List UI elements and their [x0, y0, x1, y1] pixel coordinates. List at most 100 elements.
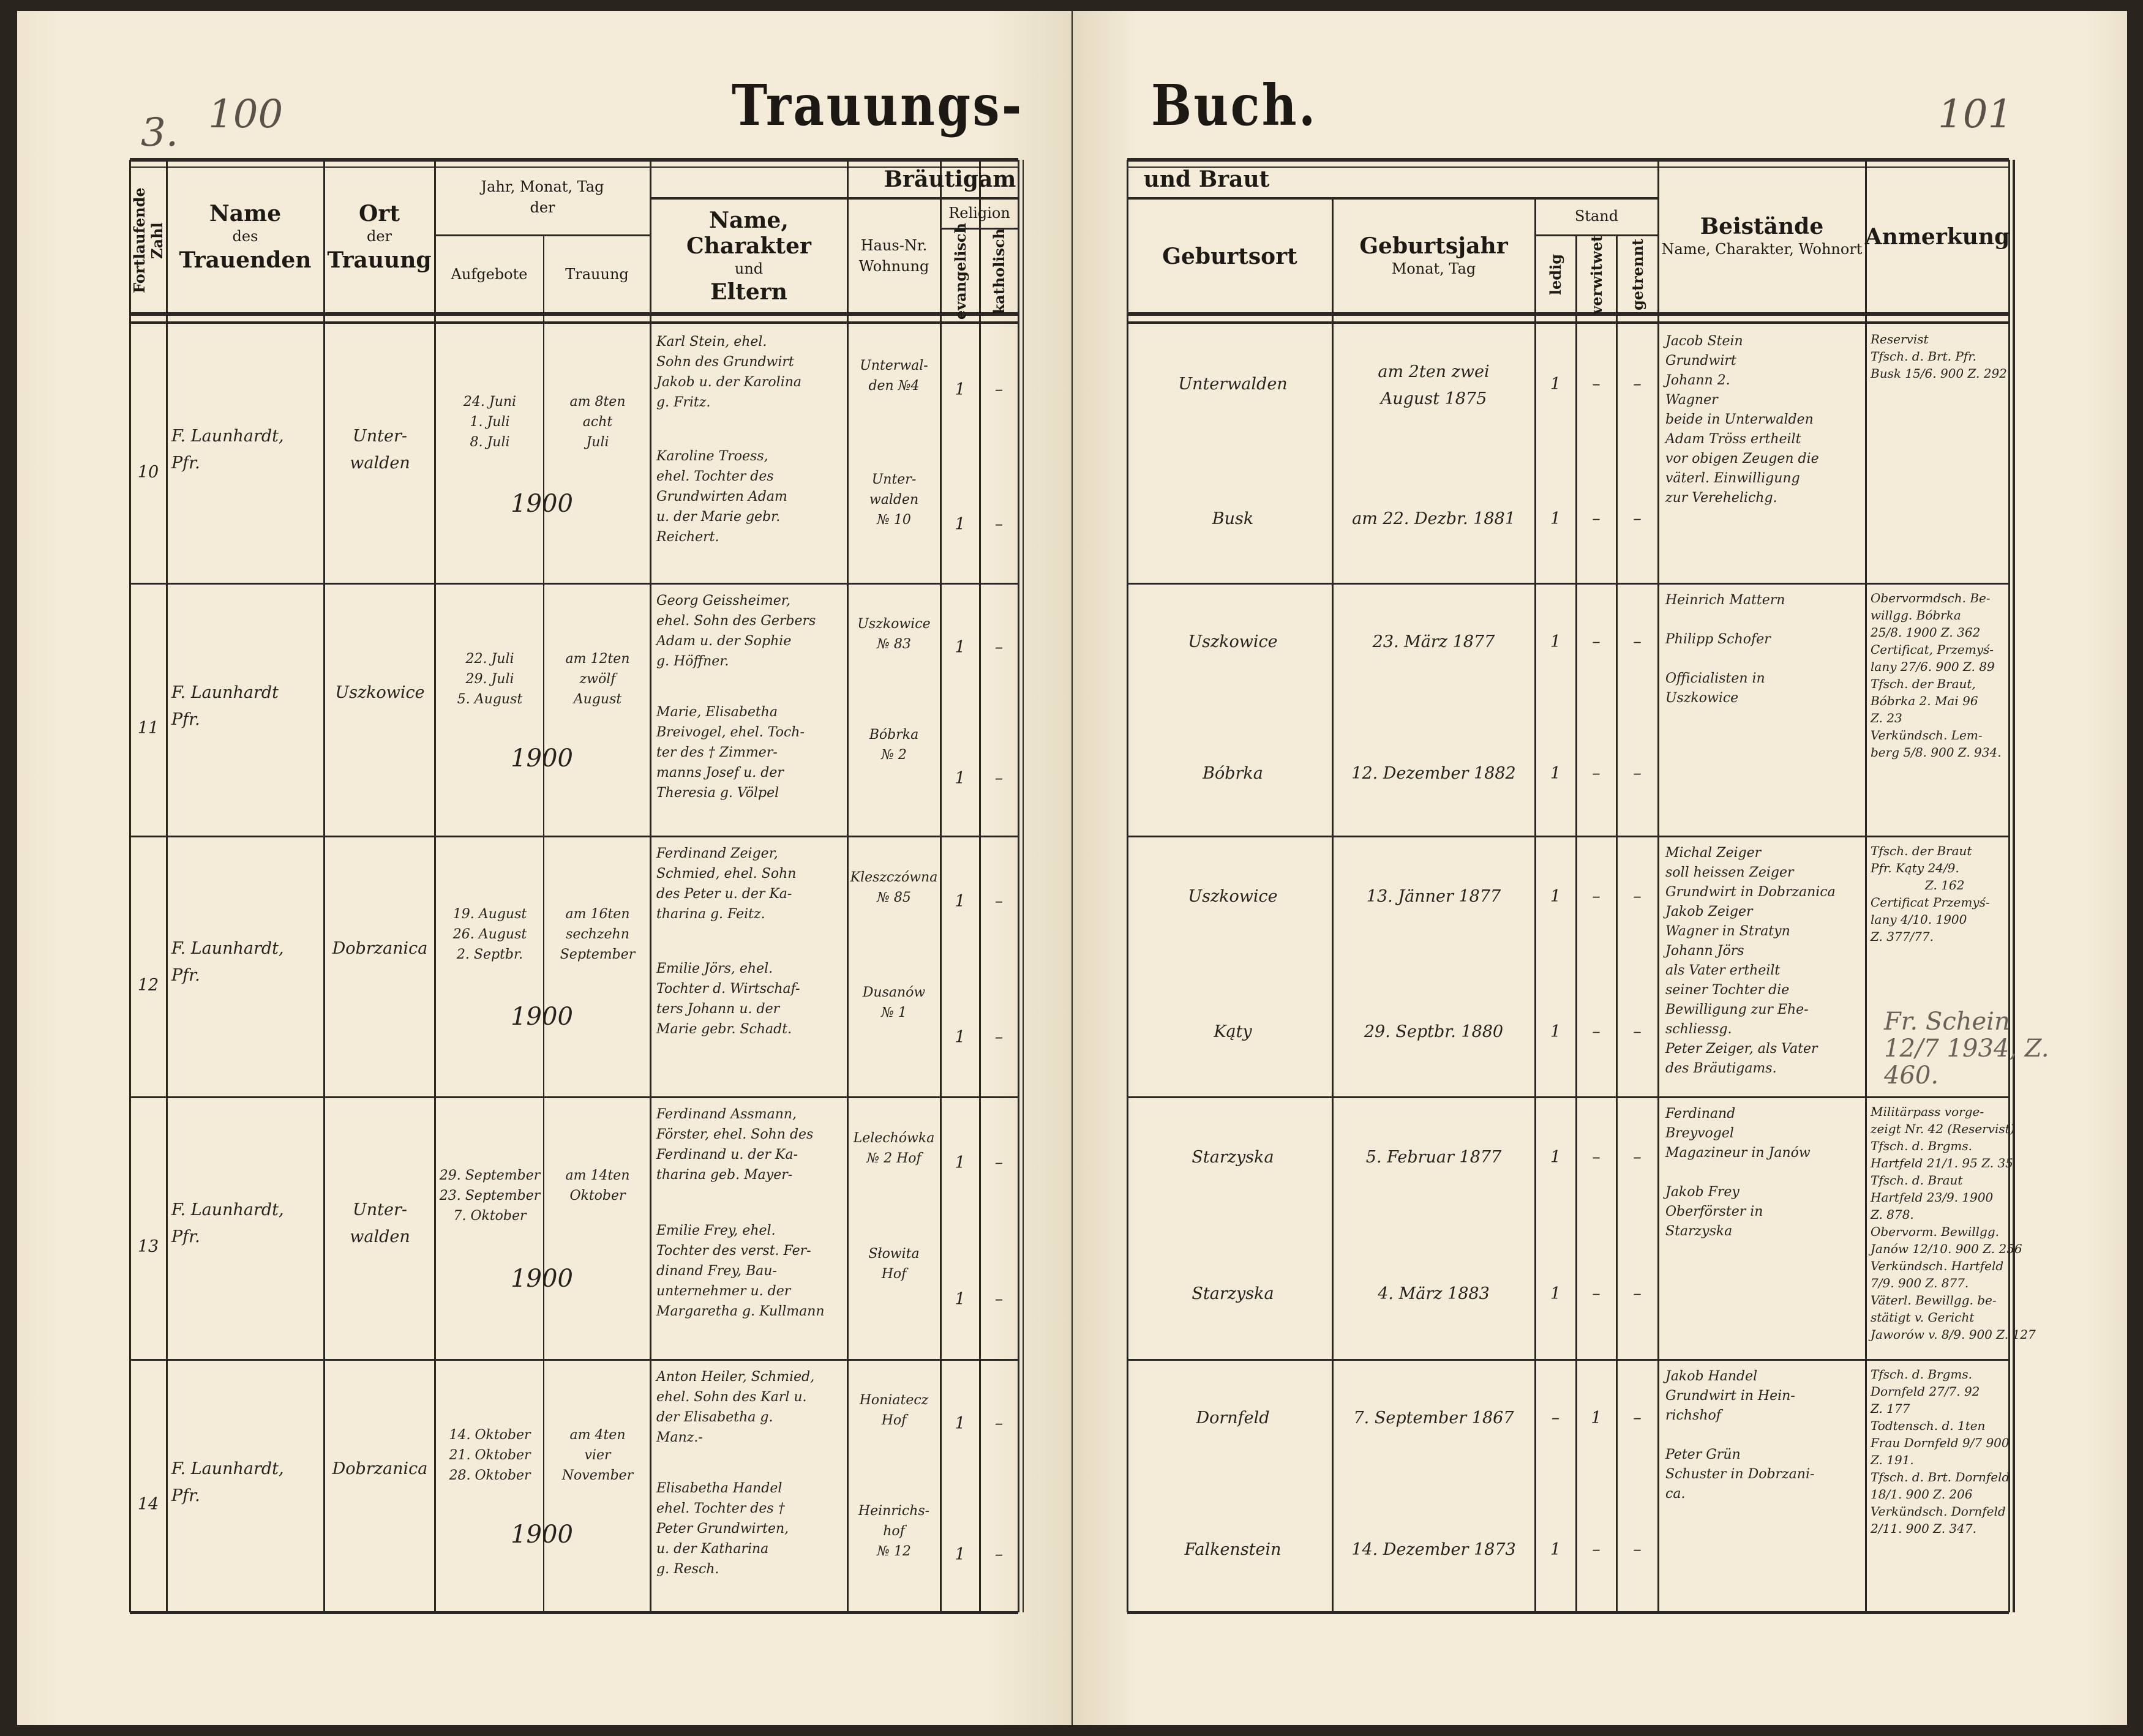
groom-status-single: 1: [1550, 632, 1561, 652]
entry-year: 1900: [511, 1521, 573, 1549]
entry-number: 12: [137, 975, 159, 995]
rule-line: [1127, 166, 2009, 168]
groom-birthdate: 5. Februar 1877: [1365, 1148, 1502, 1167]
rule-line: [1023, 160, 1024, 1612]
groom-name-parents: Georg Geissheimer, ehel. Sohn des Gerber…: [656, 593, 816, 669]
groom-evangelical: 1: [955, 380, 966, 399]
header-number: Fortlaufende Zahl: [130, 167, 167, 314]
header-officiant-text: Trauenden: [179, 247, 312, 273]
groom-birthdate: 13. Jänner 1877: [1366, 886, 1501, 906]
bride-house: Heinrichs- hof № 12: [858, 1503, 930, 1560]
bride-birthdate: 4. März 1883: [1378, 1284, 1490, 1304]
header-wedding: Trauung: [544, 235, 650, 314]
entry-remarks: Reservist Tfsch. d. Brt. Pfr. Busk 15/6.…: [1871, 332, 2007, 381]
entry-remarks: Tfsch. der Braut Pfr. Kąty 24/9. Z. 162 …: [1871, 844, 1990, 944]
entry-witnesses: Jakob Handel Grundwirt in Hein- richshof…: [1665, 1369, 1815, 1502]
bride-house: Dusanów № 1: [862, 984, 926, 1020]
groom-status-separated: –: [1633, 1409, 1642, 1428]
bride-status-single: 1: [1550, 509, 1561, 529]
header-number-text: Fortlaufende Zahl: [130, 187, 166, 294]
groom-birthdate: am 2ten zwei August 1875: [1378, 362, 1490, 409]
groom-birthdate: 23. März 1877: [1372, 632, 1495, 652]
groom-status-single: –: [1551, 1409, 1560, 1428]
bride-status-single: 1: [1550, 764, 1561, 784]
header-witnesses: Beistände Name, Charakter, Wohnort: [1658, 160, 1866, 314]
bride-status-widowed: –: [1592, 1022, 1601, 1042]
bride-name-parents: Karoline Troess, ehel. Tochter des Grund…: [656, 448, 787, 545]
rule-line: [1127, 1611, 2009, 1614]
bride-birthplace: Falkenstein: [1184, 1540, 1282, 1560]
groom-birthplace: Starzyska: [1192, 1148, 1274, 1167]
entry-banns: 29. September 23. September 7. Oktober: [439, 1167, 541, 1224]
bride-birthdate: 29. Septbr. 1880: [1364, 1022, 1504, 1042]
bride-evangelical: 1: [955, 1027, 966, 1047]
rule-line: [130, 312, 1018, 316]
bride-house: Unter- walden № 10: [869, 471, 919, 528]
header-officiant-text: Name: [209, 201, 282, 227]
header-evangelical-text: evangelisch: [951, 222, 969, 320]
entry-wedding-date: am 8ten acht Juli: [569, 394, 626, 450]
entry-wedding-date: am 16ten sechzehn September: [560, 906, 636, 962]
rule-line: [129, 160, 131, 1612]
header-religion: Religion: [940, 198, 1018, 228]
right-page: [1073, 11, 2127, 1725]
header-widowed: verwitwet: [1576, 235, 1616, 315]
rule-line: [939, 160, 942, 1612]
groom-house: Unterwal- den №4: [860, 357, 928, 394]
rule-line: [940, 227, 1018, 230]
rule-line: [435, 234, 650, 236]
groom-status-widowed: –: [1592, 375, 1601, 394]
header-house-text: Haus-Nr.: [860, 236, 928, 254]
bride-evangelical: 1: [955, 514, 966, 534]
bride-name-parents: Emilie Jörs, ehel. Tochter d. Wirtschaf-…: [656, 961, 800, 1038]
groom-status-single: 1: [1550, 886, 1561, 906]
bride-birthplace: Bóbrka: [1203, 764, 1263, 784]
page-number-pencil: 3.: [141, 110, 179, 155]
header-groom: Bräutigam: [884, 160, 1016, 198]
rule-line: [1657, 160, 1659, 1612]
rule-line: [1127, 197, 1658, 200]
rule-line: [1127, 1096, 2009, 1098]
entry-place: Unter- walden: [350, 426, 410, 473]
header-birthdate-text: Geburtsjahr: [1359, 233, 1508, 259]
entry-officiant: F. Launhardt Pfr.: [171, 683, 279, 729]
bride-birthdate: 12. Dezember 1882: [1351, 764, 1516, 784]
bride-name-parents: Elisabetha Handel ehel. Tochter des † Pe…: [656, 1481, 789, 1577]
page-number-right: 101: [1938, 92, 2013, 137]
entry-remarks: Tfsch. d. Brgms. Dornfeld 27/7. 92 Z. 17…: [1871, 1367, 2010, 1536]
header-house-text: Wohnung: [858, 257, 929, 275]
page-number-left: 100: [208, 92, 283, 137]
groom-status-widowed: –: [1592, 632, 1601, 652]
groom-status-single: 1: [1550, 375, 1561, 394]
groom-name-parents: Ferdinand Assmann, Förster, ehel. Sohn d…: [656, 1107, 814, 1183]
entry-number: 10: [137, 462, 159, 482]
header-single: ledig: [1535, 235, 1576, 314]
rule-line: [543, 235, 544, 1612]
groom-birthplace: Uszkowice: [1188, 886, 1278, 906]
groom-status-separated: –: [1633, 886, 1642, 906]
bride-birthdate: 14. Dezember 1873: [1351, 1540, 1516, 1560]
bride-house: Bóbrka № 2: [869, 727, 919, 763]
bride-catholic: –: [994, 769, 1004, 788]
entry-wedding-date: am 12ten zwölf August: [565, 651, 630, 708]
entry-banns: 24. Juni 1. Juli 8. Juli: [463, 394, 517, 450]
bride-status-separated: –: [1633, 764, 1642, 784]
header-catholic-text: katholisch: [990, 228, 1008, 315]
entry-number: 11: [137, 718, 159, 738]
entry-number: 13: [137, 1237, 159, 1257]
header-remarks-text: Anmerkung: [1864, 224, 2010, 250]
header-name-parents-text: Name, Charakter: [686, 207, 811, 259]
bride-catholic: –: [994, 1027, 1004, 1047]
header-banns: Aufgebote: [435, 235, 544, 314]
rule-line: [2008, 160, 2010, 1612]
entry-place: Dobrzanica: [332, 1459, 428, 1478]
rule-line: [130, 1358, 1018, 1361]
rule-line: [1331, 198, 1334, 1612]
groom-birthplace: Uszkowice: [1188, 632, 1278, 652]
rule-line: [2013, 160, 2015, 1612]
header-single-text: ledig: [1547, 253, 1564, 296]
header-separated-text: getrennt: [1628, 238, 1646, 311]
rule-line: [165, 160, 168, 1612]
bride-status-widowed: –: [1592, 1284, 1601, 1304]
rule-line: [130, 582, 1018, 585]
